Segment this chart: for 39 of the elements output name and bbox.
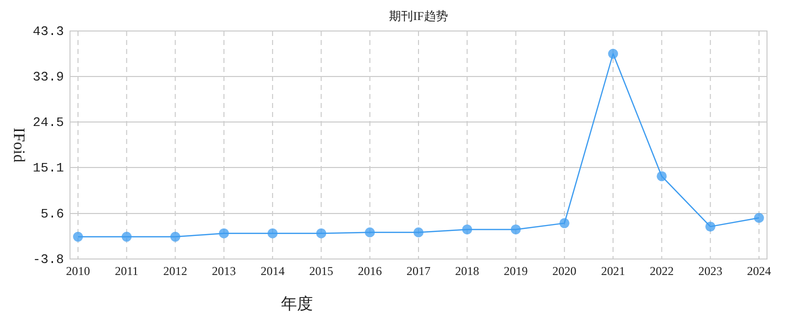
x-tick-label: 2015 <box>309 264 334 278</box>
point <box>170 232 180 242</box>
x-tick-label: 2012 <box>163 264 188 278</box>
point <box>122 232 132 242</box>
x-tick-label: 2016 <box>358 264 382 278</box>
x-tick-label: 2019 <box>504 264 528 278</box>
y-tick-label: 43.3 <box>32 24 64 39</box>
point <box>73 232 83 242</box>
x-tick-label: 2018 <box>455 264 480 278</box>
x-tick-label: 2024 <box>747 264 771 278</box>
point <box>364 227 375 238</box>
chart-title: 期刊IF趋势 <box>389 9 448 23</box>
y-tick-label: 24.5 <box>32 115 64 130</box>
y-tick-label: -3.8 <box>32 252 64 267</box>
x-tick-label: 2020 <box>552 264 576 278</box>
y-tick-label: 33.9 <box>32 70 64 85</box>
x-tick-label: 2017 <box>406 264 430 278</box>
y-tick-label: 15.1 <box>32 160 64 176</box>
point <box>510 224 521 234</box>
x-tick-label: 2021 <box>601 264 626 278</box>
point <box>218 228 229 238</box>
point <box>316 228 326 238</box>
x-tick-label: 2022 <box>650 264 674 278</box>
point <box>462 224 472 234</box>
point <box>559 218 570 228</box>
point <box>608 48 618 59</box>
x-tick-label: 2010 <box>66 264 90 278</box>
point <box>705 222 716 232</box>
x-tick-label: 2011 <box>114 264 138 278</box>
y-axis-title: IFoid <box>10 128 27 162</box>
point <box>656 171 667 182</box>
x-tick-label: 2023 <box>698 264 722 278</box>
point <box>754 212 764 223</box>
x-tick-label: 2013 <box>212 264 236 278</box>
y-tick-label: 5.6 <box>40 206 64 222</box>
x-tick-label: 2014 <box>260 264 285 278</box>
point <box>414 227 424 238</box>
point <box>268 228 278 238</box>
x-axis-title: 年度 <box>281 295 313 313</box>
